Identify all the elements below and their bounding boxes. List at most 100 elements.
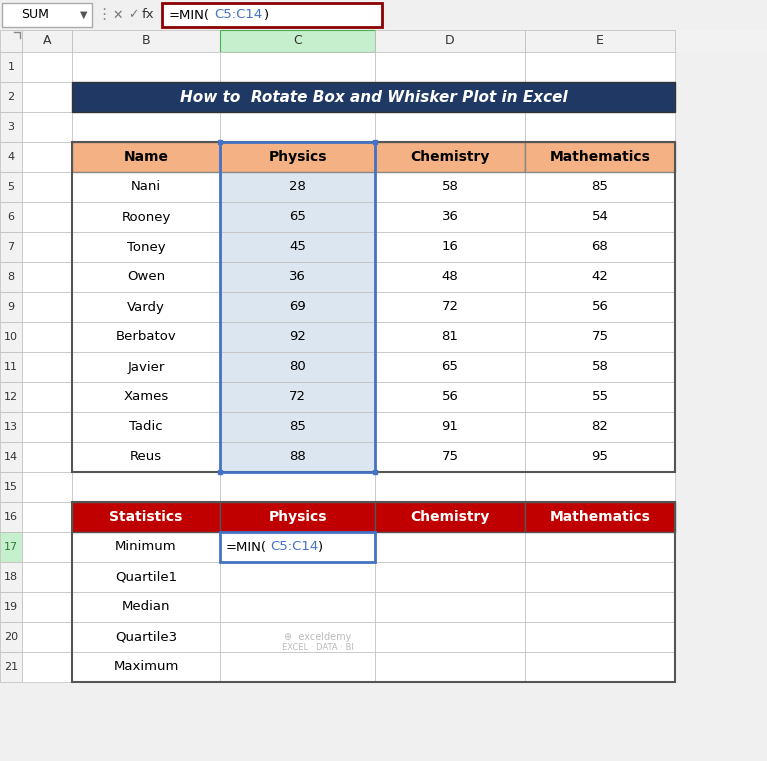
- Text: Rooney: Rooney: [121, 211, 171, 224]
- Bar: [525, 262, 675, 292]
- Bar: [220, 502, 375, 532]
- Text: Chemistry: Chemistry: [410, 150, 489, 164]
- Text: B: B: [142, 34, 150, 47]
- Bar: [0, 142, 22, 172]
- Bar: [525, 142, 675, 172]
- Bar: [525, 622, 675, 652]
- Bar: [0, 52, 22, 82]
- Bar: [375, 322, 525, 352]
- Text: Berbatov: Berbatov: [116, 330, 176, 343]
- Text: fx: fx: [142, 8, 154, 21]
- Bar: [375, 262, 525, 292]
- Bar: [72, 472, 220, 502]
- Text: 9: 9: [8, 302, 15, 312]
- Bar: [72, 592, 220, 622]
- Bar: [525, 382, 675, 412]
- Bar: [22, 142, 72, 172]
- Bar: [375, 442, 525, 472]
- Bar: [0, 562, 22, 592]
- Bar: [72, 622, 220, 652]
- Bar: [220, 502, 375, 532]
- Bar: [72, 562, 220, 592]
- Bar: [22, 622, 72, 652]
- Bar: [72, 142, 675, 472]
- Text: 2: 2: [8, 92, 15, 102]
- Bar: [72, 202, 220, 232]
- Bar: [22, 532, 72, 562]
- Bar: [72, 592, 220, 622]
- Text: 13: 13: [4, 422, 18, 432]
- Text: 91: 91: [442, 421, 459, 434]
- Text: Mathematics: Mathematics: [550, 150, 650, 164]
- Bar: [375, 502, 525, 532]
- Text: SUM: SUM: [21, 8, 49, 21]
- Text: Xames: Xames: [123, 390, 169, 403]
- Text: 58: 58: [591, 361, 608, 374]
- Bar: [220, 382, 375, 412]
- Bar: [72, 142, 220, 172]
- Bar: [525, 112, 675, 142]
- Text: 82: 82: [591, 421, 608, 434]
- Bar: [375, 412, 525, 442]
- Bar: [525, 412, 675, 442]
- Bar: [72, 202, 220, 232]
- Bar: [375, 502, 525, 532]
- Bar: [220, 592, 375, 622]
- Bar: [72, 412, 220, 442]
- Bar: [373, 140, 377, 144]
- Text: ): ): [318, 540, 323, 553]
- Bar: [0, 652, 22, 682]
- Bar: [0, 322, 22, 352]
- Bar: [220, 142, 375, 172]
- Bar: [375, 322, 525, 352]
- Bar: [375, 412, 525, 442]
- Bar: [22, 652, 72, 682]
- Bar: [220, 472, 375, 502]
- Bar: [375, 142, 525, 172]
- Bar: [375, 352, 525, 382]
- Bar: [0, 112, 22, 142]
- Text: ⊕  exceldemy: ⊕ exceldemy: [284, 632, 351, 642]
- Text: 28: 28: [289, 180, 306, 193]
- Text: Minimum: Minimum: [115, 540, 177, 553]
- Bar: [22, 52, 72, 82]
- Bar: [525, 172, 675, 202]
- Bar: [0, 412, 22, 442]
- Bar: [525, 532, 675, 562]
- Bar: [72, 502, 220, 532]
- Bar: [525, 622, 675, 652]
- Bar: [22, 202, 72, 232]
- Bar: [22, 412, 72, 442]
- Text: ): ): [264, 8, 269, 21]
- Text: =MIN(: =MIN(: [169, 8, 210, 21]
- Text: ✓: ✓: [128, 8, 138, 21]
- Text: 17: 17: [4, 542, 18, 552]
- Bar: [220, 622, 375, 652]
- Bar: [375, 292, 525, 322]
- Bar: [220, 172, 375, 202]
- Bar: [220, 652, 375, 682]
- Bar: [375, 382, 525, 412]
- Bar: [72, 352, 220, 382]
- Bar: [72, 232, 220, 262]
- Bar: [375, 112, 525, 142]
- Text: D: D: [445, 34, 455, 47]
- Bar: [525, 442, 675, 472]
- Bar: [218, 470, 222, 474]
- Text: 81: 81: [442, 330, 459, 343]
- Bar: [375, 562, 525, 592]
- Text: 65: 65: [289, 211, 306, 224]
- Bar: [525, 262, 675, 292]
- Text: E: E: [596, 34, 604, 47]
- Text: 72: 72: [442, 301, 459, 314]
- Bar: [375, 442, 525, 472]
- Bar: [525, 352, 675, 382]
- Bar: [220, 262, 375, 292]
- Text: 1: 1: [8, 62, 15, 72]
- Text: 5: 5: [8, 182, 15, 192]
- Bar: [525, 502, 675, 532]
- Text: Statistics: Statistics: [110, 510, 183, 524]
- Text: ✕: ✕: [113, 8, 123, 21]
- Text: C5:C14: C5:C14: [214, 8, 262, 21]
- Bar: [72, 292, 220, 322]
